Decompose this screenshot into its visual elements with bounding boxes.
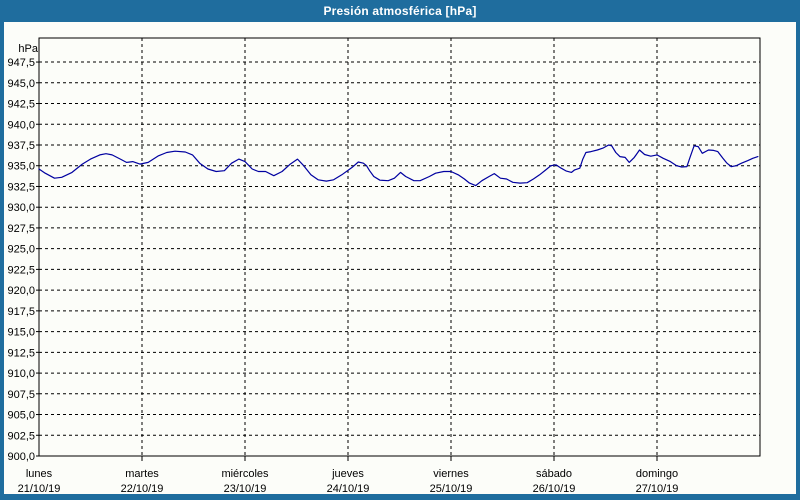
titlebar: Presión atmosférica [hPa] <box>0 0 800 22</box>
y-tick-label: 945,0 <box>7 78 35 90</box>
x-day-label: lunes <box>26 468 53 480</box>
y-tick-label: 915,0 <box>7 327 35 339</box>
x-day-label: miércoles <box>221 468 269 480</box>
x-day-label: sábado <box>536 468 572 480</box>
x-date-label: 21/10/19 <box>18 483 61 495</box>
y-tick-label: 947,5 <box>7 57 35 69</box>
window-title: Presión atmosférica [hPa] <box>323 4 477 18</box>
x-date-label: 23/10/19 <box>224 483 267 495</box>
chart-background <box>4 22 796 494</box>
y-tick-label: 905,0 <box>7 410 35 422</box>
y-tick-label: 907,5 <box>7 389 35 401</box>
y-tick-label: 912,5 <box>7 347 35 359</box>
x-day-label: martes <box>125 468 159 480</box>
x-day-label: viernes <box>433 468 469 480</box>
y-tick-label: 942,5 <box>7 99 35 111</box>
y-tick-label: 930,0 <box>7 202 35 214</box>
y-tick-label: 922,5 <box>7 264 35 276</box>
y-tick-label: 902,5 <box>7 430 35 442</box>
y-tick-label: 932,5 <box>7 181 35 193</box>
plot-border <box>38 37 761 457</box>
x-date-label: 27/10/19 <box>636 483 679 495</box>
y-tick-label: 920,0 <box>7 285 35 297</box>
y-tick-label: 910,0 <box>7 368 35 380</box>
x-date-label: 22/10/19 <box>121 483 164 495</box>
y-tick-label: 935,0 <box>7 161 35 173</box>
y-tick-label: 940,0 <box>7 119 35 131</box>
y-tick-label: 917,5 <box>7 306 35 318</box>
y-tick-label: 937,5 <box>7 140 35 152</box>
y-tick-label: 925,0 <box>7 244 35 256</box>
y-tick-label: 900,0 <box>7 451 35 463</box>
y-tick-label: 927,5 <box>7 223 35 235</box>
y-axis-unit-label: hPa <box>18 43 38 55</box>
x-date-label: 26/10/19 <box>533 483 576 495</box>
x-day-label: domingo <box>636 468 678 480</box>
x-day-label: jueves <box>331 468 364 480</box>
pressure-line <box>38 144 759 187</box>
x-date-label: 24/10/19 <box>327 483 370 495</box>
x-date-label: 25/10/19 <box>430 483 473 495</box>
